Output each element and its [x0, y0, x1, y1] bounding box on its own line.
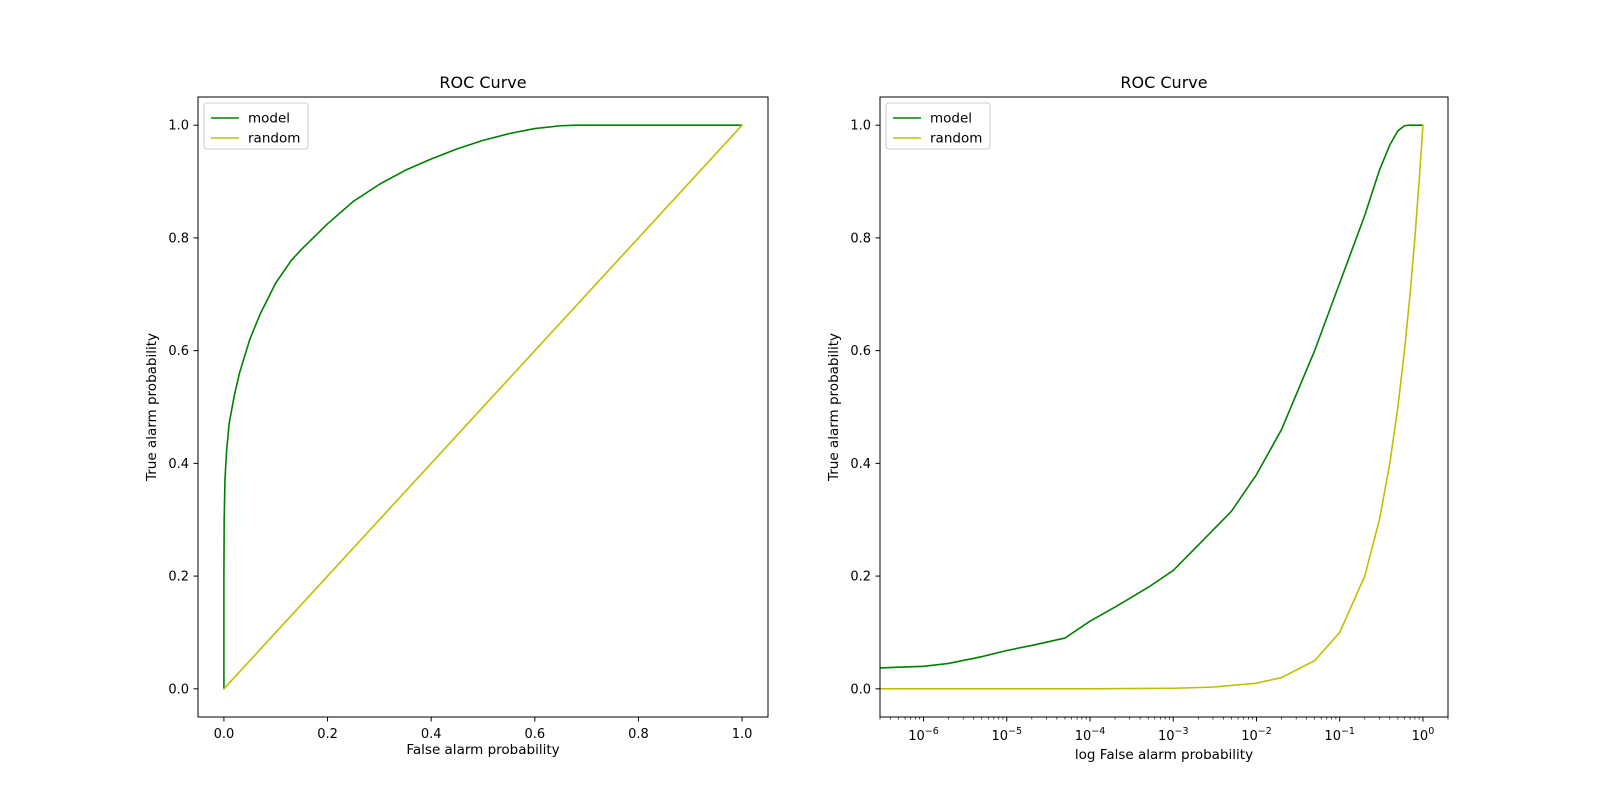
y-tick-label: 0.6 — [168, 344, 189, 359]
x-tick-label: 10−4 — [1075, 726, 1106, 744]
y-axis-label: True alarm probability — [144, 333, 160, 482]
legend: model random — [203, 102, 309, 150]
x-tick-label: 10−3 — [1158, 726, 1189, 744]
x-tick-label: 10−5 — [991, 726, 1022, 744]
axes-frame — [879, 96, 1449, 718]
x-tick-label: 10−1 — [1324, 726, 1355, 744]
chart-title: ROC Curve — [439, 73, 526, 92]
x-tick-label: 0.2 — [317, 727, 338, 742]
axes-frame — [197, 96, 769, 718]
y-tick-label: 0.8 — [168, 231, 189, 246]
series-line-model — [880, 124, 1424, 669]
x-tick-label: 10−6 — [908, 726, 939, 744]
series-line-model — [223, 124, 743, 690]
y-tick-label: 1.0 — [168, 119, 189, 134]
legend-label-random: random — [248, 131, 300, 147]
roc-chart-linear: 0.0 0.2 0.4 0.6 0.8 1.0 0.0 0.2 0.4 0.6 0.8 1.0 ROC … — [144, 73, 769, 758]
x-tick-label: 100 — [1412, 726, 1435, 744]
x-axis-label: log False alarm probability — [1075, 747, 1253, 763]
plot-area — [223, 124, 743, 690]
y-axis-label: True alarm probability — [826, 333, 842, 482]
x-tick-label: 0.0 — [214, 727, 235, 742]
chart-title: ROC Curve — [1120, 73, 1207, 92]
plot-area — [880, 124, 1424, 690]
roc-chart-log: 10−6 10−5 10−4 10−3 10−2 10−1 100 0.0 0.2 0.4 0.6 0… — [826, 73, 1449, 763]
x-axis-label: False alarm probability — [406, 742, 559, 758]
y-tick-label: 0.0 — [850, 682, 871, 697]
series-line-random — [880, 124, 1424, 690]
legend-label-model: model — [248, 111, 290, 127]
y-tick-label: 0.2 — [850, 570, 871, 585]
x-tick-label: 0.8 — [628, 727, 649, 742]
legend-label-model: model — [930, 111, 972, 127]
legend-label-random: random — [930, 131, 982, 147]
y-tick-label: 1.0 — [850, 119, 871, 134]
x-tick-label: 0.6 — [524, 727, 545, 742]
legend: model random — [885, 102, 991, 150]
y-tick-label: 0.0 — [168, 682, 189, 697]
y-tick-label: 0.2 — [168, 570, 189, 585]
x-tick-label: 10−2 — [1241, 726, 1272, 744]
x-tick-label: 1.0 — [732, 727, 753, 742]
y-tick-label: 0.4 — [850, 457, 871, 472]
series-line-random — [223, 124, 743, 690]
y-tick-label: 0.4 — [168, 457, 189, 472]
x-tick-label: 0.4 — [421, 727, 442, 742]
y-tick-label: 0.6 — [850, 344, 871, 359]
y-tick-label: 0.8 — [850, 231, 871, 246]
